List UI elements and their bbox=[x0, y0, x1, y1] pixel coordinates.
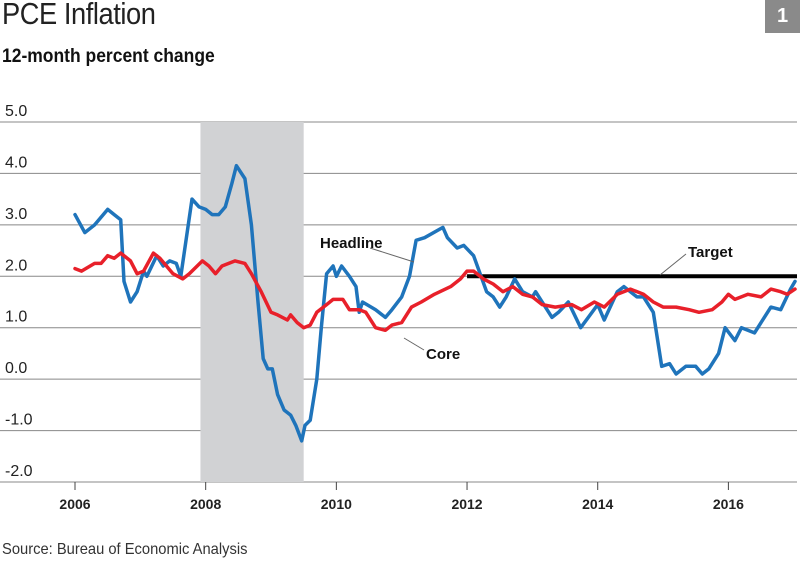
core-label: Core bbox=[426, 346, 460, 363]
y-tick-label: 0.0 bbox=[5, 360, 27, 377]
line-chart: 5.0 4.0 3.0 2.0 1.0 0.0 -1.0 -2.0 2006 2008 2010 2… bbox=[0, 103, 797, 512]
x-tick-label: 2012 bbox=[451, 496, 482, 512]
figure-number-badge: 1 bbox=[765, 0, 800, 33]
x-tick-label: 2014 bbox=[582, 496, 613, 512]
target-label: Target bbox=[688, 244, 733, 261]
target-leader-line bbox=[659, 253, 687, 276]
y-tick-label: -2.0 bbox=[5, 463, 33, 480]
x-tick-label: 2006 bbox=[59, 496, 90, 512]
x-tick-label: 2010 bbox=[321, 496, 352, 512]
recession-shading bbox=[200, 122, 304, 482]
core-series-line bbox=[73, 251, 797, 333]
y-tick-label: -1.0 bbox=[5, 412, 33, 429]
y-tick-label: 4.0 bbox=[5, 154, 27, 171]
y-tick-label: 1.0 bbox=[5, 309, 27, 326]
headline-series-line bbox=[73, 163, 797, 443]
chart-subtitle: 12-month percent change bbox=[2, 46, 215, 67]
headline-leader-line bbox=[369, 247, 415, 263]
chart-title: PCE Inflation bbox=[2, 0, 156, 31]
y-tick-label: 3.0 bbox=[5, 206, 27, 223]
x-tick-label: 2016 bbox=[713, 496, 744, 512]
core-leader-line bbox=[403, 337, 425, 351]
y-tick-label: 2.0 bbox=[5, 257, 27, 274]
source-note: Source: Bureau of Economic Analysis bbox=[2, 541, 248, 558]
x-tick-label: 2008 bbox=[190, 496, 221, 512]
y-tick-label: 5.0 bbox=[5, 103, 27, 120]
headline-label: Headline bbox=[320, 235, 383, 252]
